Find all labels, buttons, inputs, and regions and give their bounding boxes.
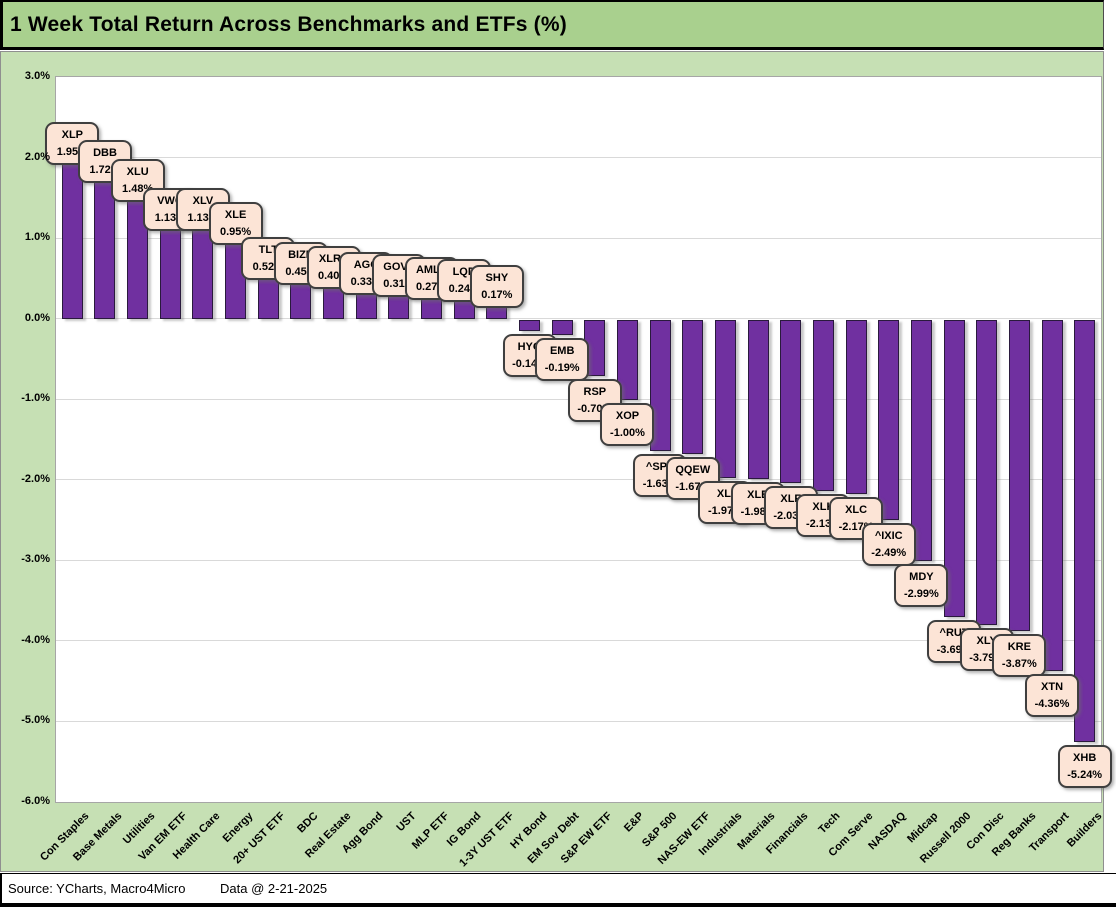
data-label-ticker: XLE [224,209,247,222]
y-axis-tick: 0.0% [24,311,50,324]
gridline [56,157,1101,159]
y-axis-tick: -5.0% [21,714,50,727]
bar [682,319,704,455]
data-label-value: -2.49% [871,547,907,560]
data-label-ticker: XLB [747,489,770,502]
data-label: XHB -5.24% [1057,744,1112,788]
bar [551,319,573,335]
data-label-ticker: XHB [1073,751,1097,764]
chart-title: 1 Week Total Return Across Benchmarks an… [10,12,567,36]
bar [61,161,83,319]
data-label: XTN -4.36% [1025,673,1080,717]
chart-title-bar: 1 Week Total Return Across Benchmarks an… [0,0,1104,50]
data-label: ^IXIC -2.49% [861,523,916,567]
data-label-value: -3.87% [1001,658,1037,671]
data-label-ticker: SHY [485,271,509,284]
data-label: KRE -3.87% [992,634,1047,678]
bar [780,319,802,484]
bar [519,319,541,331]
data-label-value: 0.17% [481,288,513,301]
bar [910,319,932,561]
bar [355,292,377,319]
data-label-value: -4.36% [1034,697,1070,710]
y-axis-tick: -3.0% [21,553,50,566]
bar [976,319,998,625]
data-label: XLE 0.95% [208,202,263,246]
gridline [56,479,1101,481]
bar [812,319,834,492]
y-axis-tick: -1.0% [21,392,50,405]
y-axis-tick: 3.0% [24,70,50,82]
data-label-ticker: XLI [716,488,735,501]
data-label: XOP -1.00% [600,403,655,447]
bar [94,180,116,319]
data-label-ticker: XLY [976,634,997,647]
bar [616,319,638,401]
y-axis-tick: 1.0% [24,231,50,244]
data-label: QQEW -1.67% [665,457,720,501]
gridline [56,237,1101,239]
data-label-ticker: TLT [258,243,278,256]
data-label-ticker: XLC [845,504,868,517]
data-label-ticker: XLK [812,501,835,514]
data-label-value: 0.95% [220,226,252,239]
bar [388,293,410,319]
data-label: MDY -2.99% [894,563,949,607]
bar [649,319,671,451]
data-label-ticker: DBB [93,147,117,160]
data-label-ticker: XLU [126,166,149,179]
bar [747,319,769,480]
bar [845,319,867,495]
bar [1008,319,1030,632]
data-label-value: -5.24% [1067,768,1103,781]
gridline [56,559,1101,561]
gridline [56,720,1101,722]
y-axis-tick: -6.0% [21,795,50,807]
bar [159,227,181,319]
y-axis-tick: -4.0% [21,633,50,646]
data-label-value: -0.19% [544,361,580,374]
data-label-ticker: XLP [61,128,84,141]
data-label-ticker: XOP [615,410,640,423]
data-label-ticker: KRE [1007,641,1031,654]
gridline [56,318,1101,320]
y-axis-tick: -2.0% [21,472,50,485]
bar [714,319,736,479]
gridline [56,640,1101,642]
data-label-ticker: QQEW [675,464,711,477]
bar [878,319,900,521]
bar [290,282,312,319]
data-label-ticker: MDY [909,570,934,583]
data-label: SHY 0.17% [469,264,524,308]
footer-bar: Source: YCharts, Macro4Micro Data @ 2-21… [0,873,1116,907]
bar [1041,319,1063,671]
source-text: Source: YCharts, Macro4Micro [8,881,186,896]
data-label: EMB -0.19% [535,337,590,381]
bar [1074,319,1096,742]
bar [943,319,965,617]
data-label: XLC -2.17% [829,497,884,541]
bar [257,276,279,319]
data-label-ticker: RSP [583,386,607,399]
data-label-ticker: XLV [192,194,214,207]
data-date-text: Data @ 2-21-2025 [220,881,328,896]
data-label-ticker: EMB [549,344,575,357]
y-axis-tick: 2.0% [24,150,50,163]
plot-area: XLP 1.95% DBB 1.72% XLU 1.48% VWO 1.13% XLV 1.13%… [45,76,1112,803]
data-label-value: -1.00% [610,427,645,440]
data-label-ticker: ^IXIC [874,530,903,543]
data-label-value: -2.99% [903,587,939,600]
data-label-ticker: XTN [1041,680,1064,693]
data-label-ticker: XLF [780,493,802,506]
bar [421,296,443,319]
